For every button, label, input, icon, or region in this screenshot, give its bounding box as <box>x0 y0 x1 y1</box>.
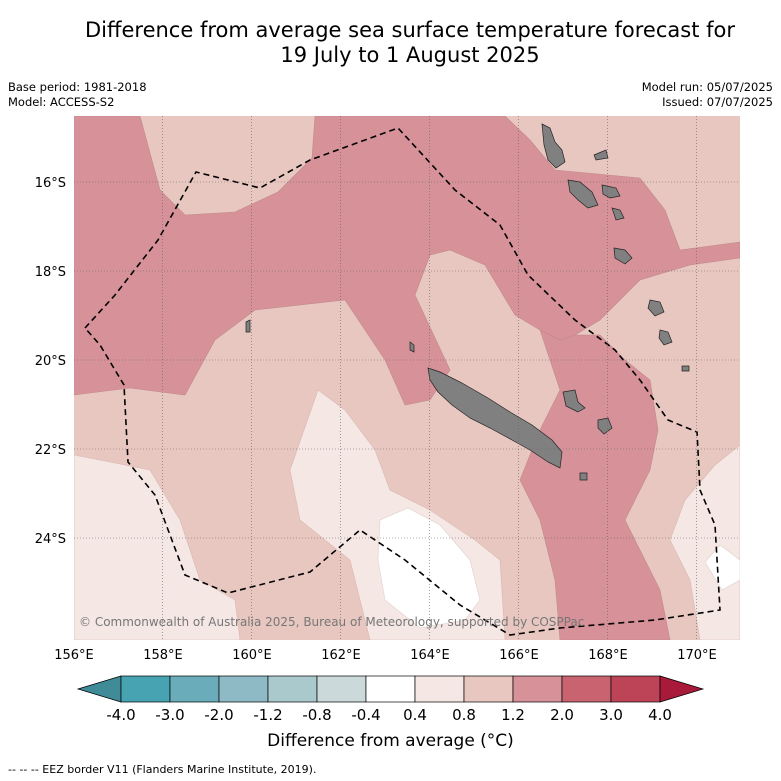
colorbar-bin-11 <box>610 675 661 703</box>
anomaly-band-1.2-2.0-south <box>519 329 671 640</box>
islet-east <box>681 365 690 372</box>
loyalty-island-3 <box>579 472 588 481</box>
vanuatu-island-7 <box>647 299 665 317</box>
lat-label-24S: 24°S <box>35 532 66 547</box>
colorbar-bin-6 <box>365 675 416 703</box>
colorbar-bin-2 <box>169 675 220 703</box>
colorbar-bin-8 <box>463 675 514 703</box>
lon-label-160E: 160°E <box>232 648 272 663</box>
vanuatu-island-3 <box>601 184 621 199</box>
model-run: Model run: 05/07/2025 <box>641 80 773 94</box>
meta-right: Model run: 05/07/2025 Issued: 07/07/2025 <box>642 80 773 110</box>
colorbar-label-2: -2.0 <box>204 706 233 724</box>
lat-label-16S: 16°S <box>35 176 66 191</box>
grid-lines <box>74 116 740 640</box>
lon-label-166E: 166°E <box>499 648 539 663</box>
new-caledonia-land <box>427 367 563 469</box>
lon-label-170E: 170°E <box>677 648 717 663</box>
lon-label-162E: 162°E <box>321 648 361 663</box>
colorbar-title: Difference from average (°C) <box>267 731 514 751</box>
vanuatu-island-6 <box>611 207 625 221</box>
anomaly-band-0.4-0.8-west <box>74 454 241 640</box>
colorbar-bin-1 <box>120 675 171 703</box>
colorbar-label-3: -1.2 <box>253 706 282 724</box>
islet-west <box>245 319 251 333</box>
colorbar-label-10: 3.0 <box>599 706 623 724</box>
colorbar-label-6: 0.4 <box>403 706 427 724</box>
colorbar-label-9: 2.0 <box>550 706 574 724</box>
islet-central <box>409 341 415 353</box>
colorbar-label-7: 0.8 <box>452 706 476 724</box>
colorbar-labels: -4.0 -3.0 -2.0 -1.2 -0.8 -0.4 0.4 0.8 1.… <box>106 706 672 724</box>
map-frame <box>74 116 740 640</box>
colorbar-bin-7 <box>414 675 465 703</box>
colorbar-bin-4 <box>267 675 318 703</box>
anomaly-band-0.4-0.8-east <box>669 444 740 640</box>
model-name: Model: ACCESS-S2 <box>8 95 115 109</box>
eez-footnote: -- -- -- EEZ border V11 (Flanders Marine… <box>8 763 317 776</box>
colorbar-bin-3 <box>218 675 269 703</box>
loyalty-island-1 <box>562 389 586 413</box>
meta-left: Base period: 1981-2018 Model: ACCESS-S2 <box>8 80 147 110</box>
vanuatu-island-2 <box>567 179 599 209</box>
colorbar-high-extend <box>659 675 705 703</box>
lat-label-22S: 22°S <box>35 443 66 458</box>
lat-label-18S: 18°S <box>35 265 66 280</box>
vanuatu-island-1 <box>541 123 566 169</box>
lon-axis-labels: 156°E 158°E 160°E 162°E 164°E 166°E 168°… <box>54 648 717 663</box>
lat-axis-labels: 16°S 18°S 20°S 22°S 24°S <box>35 176 66 547</box>
copyright-notice: © Commonwealth of Australia 2025, Bureau… <box>79 615 584 629</box>
lon-label-156E: 156°E <box>54 648 94 663</box>
land-masses <box>245 123 690 481</box>
colorbar-low-extend <box>76 675 122 703</box>
colorbar-label-4: -0.8 <box>302 706 331 724</box>
loyalty-island-2 <box>597 417 613 435</box>
colorbar-bin-10 <box>561 675 612 703</box>
map-title: Difference from average sea surface temp… <box>0 18 781 68</box>
colorbar-bin-5 <box>316 675 367 703</box>
colorbar-bin-9 <box>512 675 563 703</box>
colorbar-label-11: 4.0 <box>648 706 672 724</box>
title-line-1: Difference from average sea surface temp… <box>85 18 735 42</box>
vanuatu-island-5 <box>613 247 633 265</box>
anomaly-band-neutral-east <box>704 544 740 591</box>
lon-label-164E: 164°E <box>410 648 450 663</box>
vanuatu-island-8 <box>658 329 673 346</box>
lon-label-168E: 168°E <box>588 648 628 663</box>
vanuatu-island-4 <box>593 149 609 161</box>
colorbar-label-8: 1.2 <box>501 706 525 724</box>
base-period: Base period: 1981-2018 <box>8 80 147 94</box>
colorbar-label-0: -4.0 <box>106 706 135 724</box>
lon-label-158E: 158°E <box>143 648 183 663</box>
issued-date: Issued: 07/07/2025 <box>662 95 773 109</box>
colorbar-label-5: -0.4 <box>351 706 380 724</box>
colorbar <box>76 675 705 703</box>
anomaly-band-neutral <box>377 507 481 629</box>
colorbar-label-1: -3.0 <box>155 706 184 724</box>
title-line-2: 19 July to 1 August 2025 <box>280 43 540 67</box>
eez-border <box>83 127 721 636</box>
lat-label-20S: 20°S <box>35 354 66 369</box>
